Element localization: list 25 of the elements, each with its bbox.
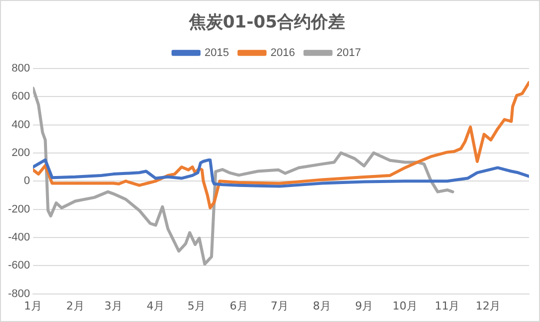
y-tick-label: 600: [12, 90, 30, 103]
x-tick-label: 2月: [66, 299, 84, 312]
legend-label: 2016: [270, 46, 295, 59]
y-tick-label: -600: [8, 260, 30, 272]
x-tick-label: 1月: [24, 299, 42, 312]
y-tick-label: 0: [24, 175, 30, 188]
legend-label: 2015: [204, 46, 230, 59]
chart-title: 焦炭01-05合约价差: [188, 12, 346, 33]
x-tick-label: 8月: [312, 299, 331, 312]
x-tick-label: 10月: [392, 299, 418, 312]
y-tick-label: -800: [8, 288, 30, 300]
y-tick-label: 400: [12, 118, 30, 131]
x-tick-label: 7月: [270, 299, 289, 312]
y-tick-label: 200: [12, 146, 30, 159]
x-tick-label: 3月: [104, 299, 122, 312]
y-tick-label: 800: [12, 62, 30, 74]
x-tick-label: 9月: [355, 299, 374, 312]
y-tick-label: -200: [8, 203, 30, 216]
y-tick-label: -400: [8, 231, 30, 244]
x-tick-label: 12月: [476, 299, 501, 312]
x-tick-label: 6月: [230, 299, 248, 312]
x-tick-label: 5月: [188, 299, 206, 312]
x-tick-label: 4月: [146, 299, 165, 312]
legend-label: 2017: [336, 46, 361, 59]
x-tick-label: 11月: [434, 299, 460, 312]
